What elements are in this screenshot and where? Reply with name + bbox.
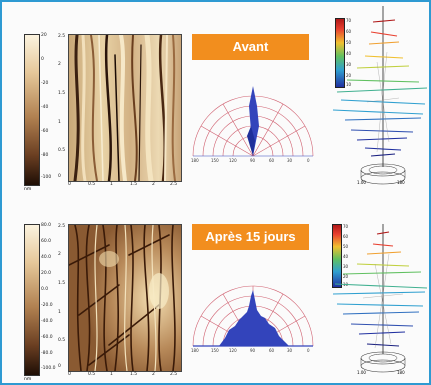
plot3d-colorbar-tick: 70 bbox=[346, 18, 352, 23]
height-scale-bar: 80.0 60.0 40.0 20.0 0.0 -20.0 -40.0 -60.… bbox=[24, 223, 56, 382]
plot3d-colorbar-tick: 60 bbox=[346, 29, 352, 34]
plot3d-apres: 1.00 180 bbox=[327, 194, 428, 379]
afm-x-tick: 2.5 bbox=[170, 372, 178, 377]
afm-x-tick: 0 bbox=[68, 182, 71, 187]
scale-tick: 40.0 bbox=[41, 255, 52, 260]
height-gradient bbox=[24, 34, 40, 186]
polar-angle-tick: 120 bbox=[229, 158, 237, 163]
afm-x-tick: 1 bbox=[110, 372, 113, 377]
scale-tick: -80.0 bbox=[41, 351, 53, 356]
polar-angle-tick: 90 bbox=[250, 348, 256, 353]
scale-tick: 20.0 bbox=[41, 271, 52, 276]
scale-unit: nm bbox=[24, 377, 32, 382]
afm-image-avant bbox=[68, 34, 182, 182]
scale-tick: -20.0 bbox=[41, 303, 53, 308]
polar-angle-tick: 0 bbox=[307, 158, 310, 163]
afm-y-tick: 0 bbox=[58, 364, 61, 369]
plot3d-colorbar-tick: 20 bbox=[346, 73, 352, 78]
afm-y-tick: 1 bbox=[58, 310, 61, 315]
afm-y-tick: 2 bbox=[58, 252, 61, 257]
plot3d-colorbar-tick: 10 bbox=[346, 82, 352, 87]
afm-y-tick: 1.5 bbox=[58, 91, 66, 96]
afm-y-tick: 2.5 bbox=[58, 34, 66, 39]
scale-tick: 0.0 bbox=[41, 287, 49, 292]
plot3d-colorbar-tick: 30 bbox=[346, 62, 352, 67]
plot3d-colorbar bbox=[335, 18, 345, 88]
plot3d-colorbar-tick: 20 bbox=[343, 274, 349, 279]
plot3d-colorbar-tick: 40 bbox=[346, 51, 352, 56]
scale-tick: -100 bbox=[41, 175, 52, 180]
afm-y-tick: 1 bbox=[58, 120, 61, 125]
afm-y-tick: 0.5 bbox=[58, 338, 66, 343]
polar-angle-tick: 60 bbox=[269, 348, 275, 353]
scale-tick: -100.0 bbox=[41, 366, 56, 371]
polar-angle-tick: 150 bbox=[211, 348, 219, 353]
plot3d-colorbar-tick: 50 bbox=[346, 40, 352, 45]
plot3d-colorbar-tick: 30 bbox=[343, 264, 349, 269]
scale-tick: 0 bbox=[41, 57, 44, 62]
polar-angle-tick: 90 bbox=[250, 158, 256, 163]
polar-angle-tick: 180 bbox=[191, 348, 199, 353]
scale-tick: -40 bbox=[41, 105, 49, 110]
scale-tick: -40.0 bbox=[41, 319, 53, 324]
polar-angle-tick: 30 bbox=[287, 348, 293, 353]
panel-apres: 80.0 60.0 40.0 20.0 0.0 -20.0 -40.0 -60.… bbox=[2, 194, 429, 382]
afm-y-tick: 2 bbox=[58, 62, 61, 67]
afm-x-axis: 0 0.5 1 1.5 2 2.5 bbox=[68, 372, 180, 380]
afm-x-tick: 2 bbox=[152, 372, 155, 377]
scale-tick: -80 bbox=[41, 153, 49, 158]
panel-avant: 20 0 -20 -40 -60 -80 -100 nm 2.5 2 1.5 1… bbox=[2, 2, 429, 192]
label-apres-15-jours: Après 15 jours bbox=[192, 224, 309, 250]
polar-angle-tick: 150 bbox=[211, 158, 219, 163]
afm-y-tick: 0 bbox=[58, 174, 61, 179]
scale-tick: 60.0 bbox=[41, 239, 52, 244]
plot3d-colorbar-tick: 60 bbox=[343, 234, 349, 239]
plot3d-colorbar-tick: 70 bbox=[343, 224, 349, 229]
plot3d-base-label: 180 bbox=[397, 180, 405, 185]
polar-angle-tick: 60 bbox=[269, 158, 275, 163]
scale-tick: -20 bbox=[41, 81, 49, 86]
afm-x-axis: 0 0.5 1 1.5 2 2.5 bbox=[68, 182, 180, 190]
afm-x-tick: 1.5 bbox=[130, 182, 138, 187]
polar-plot-avant: 0 30 60 90 120 150 180 bbox=[189, 66, 317, 170]
scale-unit: nm bbox=[24, 187, 32, 192]
plot3d-avant: 1.00 180 bbox=[327, 2, 428, 187]
afm-x-tick: 0.5 bbox=[88, 372, 96, 377]
plot3d-colorbar-tick: 50 bbox=[343, 244, 349, 249]
polar-angle-axis: 0 30 60 90 120 150 180 bbox=[189, 158, 317, 166]
afm-y-tick: 1.5 bbox=[58, 281, 66, 286]
scale-tick: -60 bbox=[41, 129, 49, 134]
plot3d-base-label: 1.00 bbox=[357, 180, 366, 185]
afm-x-tick: 2 bbox=[152, 182, 155, 187]
plot3d-base-label: 1.00 bbox=[357, 370, 366, 375]
label-avant: Avant bbox=[192, 34, 309, 60]
plot3d-colorbar-tick: 40 bbox=[343, 254, 349, 259]
scale-tick: 20 bbox=[41, 33, 47, 38]
afm-image-apres bbox=[68, 224, 182, 372]
afm-x-tick: 2.5 bbox=[170, 182, 178, 187]
afm-x-tick: 0.5 bbox=[88, 182, 96, 187]
polar-angle-tick: 180 bbox=[191, 158, 199, 163]
height-scale-bar: 20 0 -20 -40 -60 -80 -100 nm bbox=[24, 33, 51, 192]
afm-y-tick: 2.5 bbox=[58, 224, 66, 229]
scale-tick: 80.0 bbox=[41, 223, 52, 228]
afm-y-tick: 0.5 bbox=[58, 148, 66, 153]
polar-plot-apres: 0 30 60 90 120 150 180 bbox=[189, 256, 317, 360]
plot3d-base-label: 180 bbox=[397, 370, 405, 375]
afm-x-tick: 1 bbox=[110, 182, 113, 187]
plot3d-colorbar bbox=[332, 224, 342, 288]
polar-angle-tick: 120 bbox=[229, 348, 237, 353]
afm-x-tick: 1.5 bbox=[130, 372, 138, 377]
scale-tick: -60.0 bbox=[41, 335, 53, 340]
afm-x-tick: 0 bbox=[68, 372, 71, 377]
height-gradient bbox=[24, 224, 40, 376]
polar-angle-axis: 0 30 60 90 120 150 180 bbox=[189, 348, 317, 356]
polar-angle-tick: 0 bbox=[307, 348, 310, 353]
polar-angle-tick: 30 bbox=[287, 158, 293, 163]
